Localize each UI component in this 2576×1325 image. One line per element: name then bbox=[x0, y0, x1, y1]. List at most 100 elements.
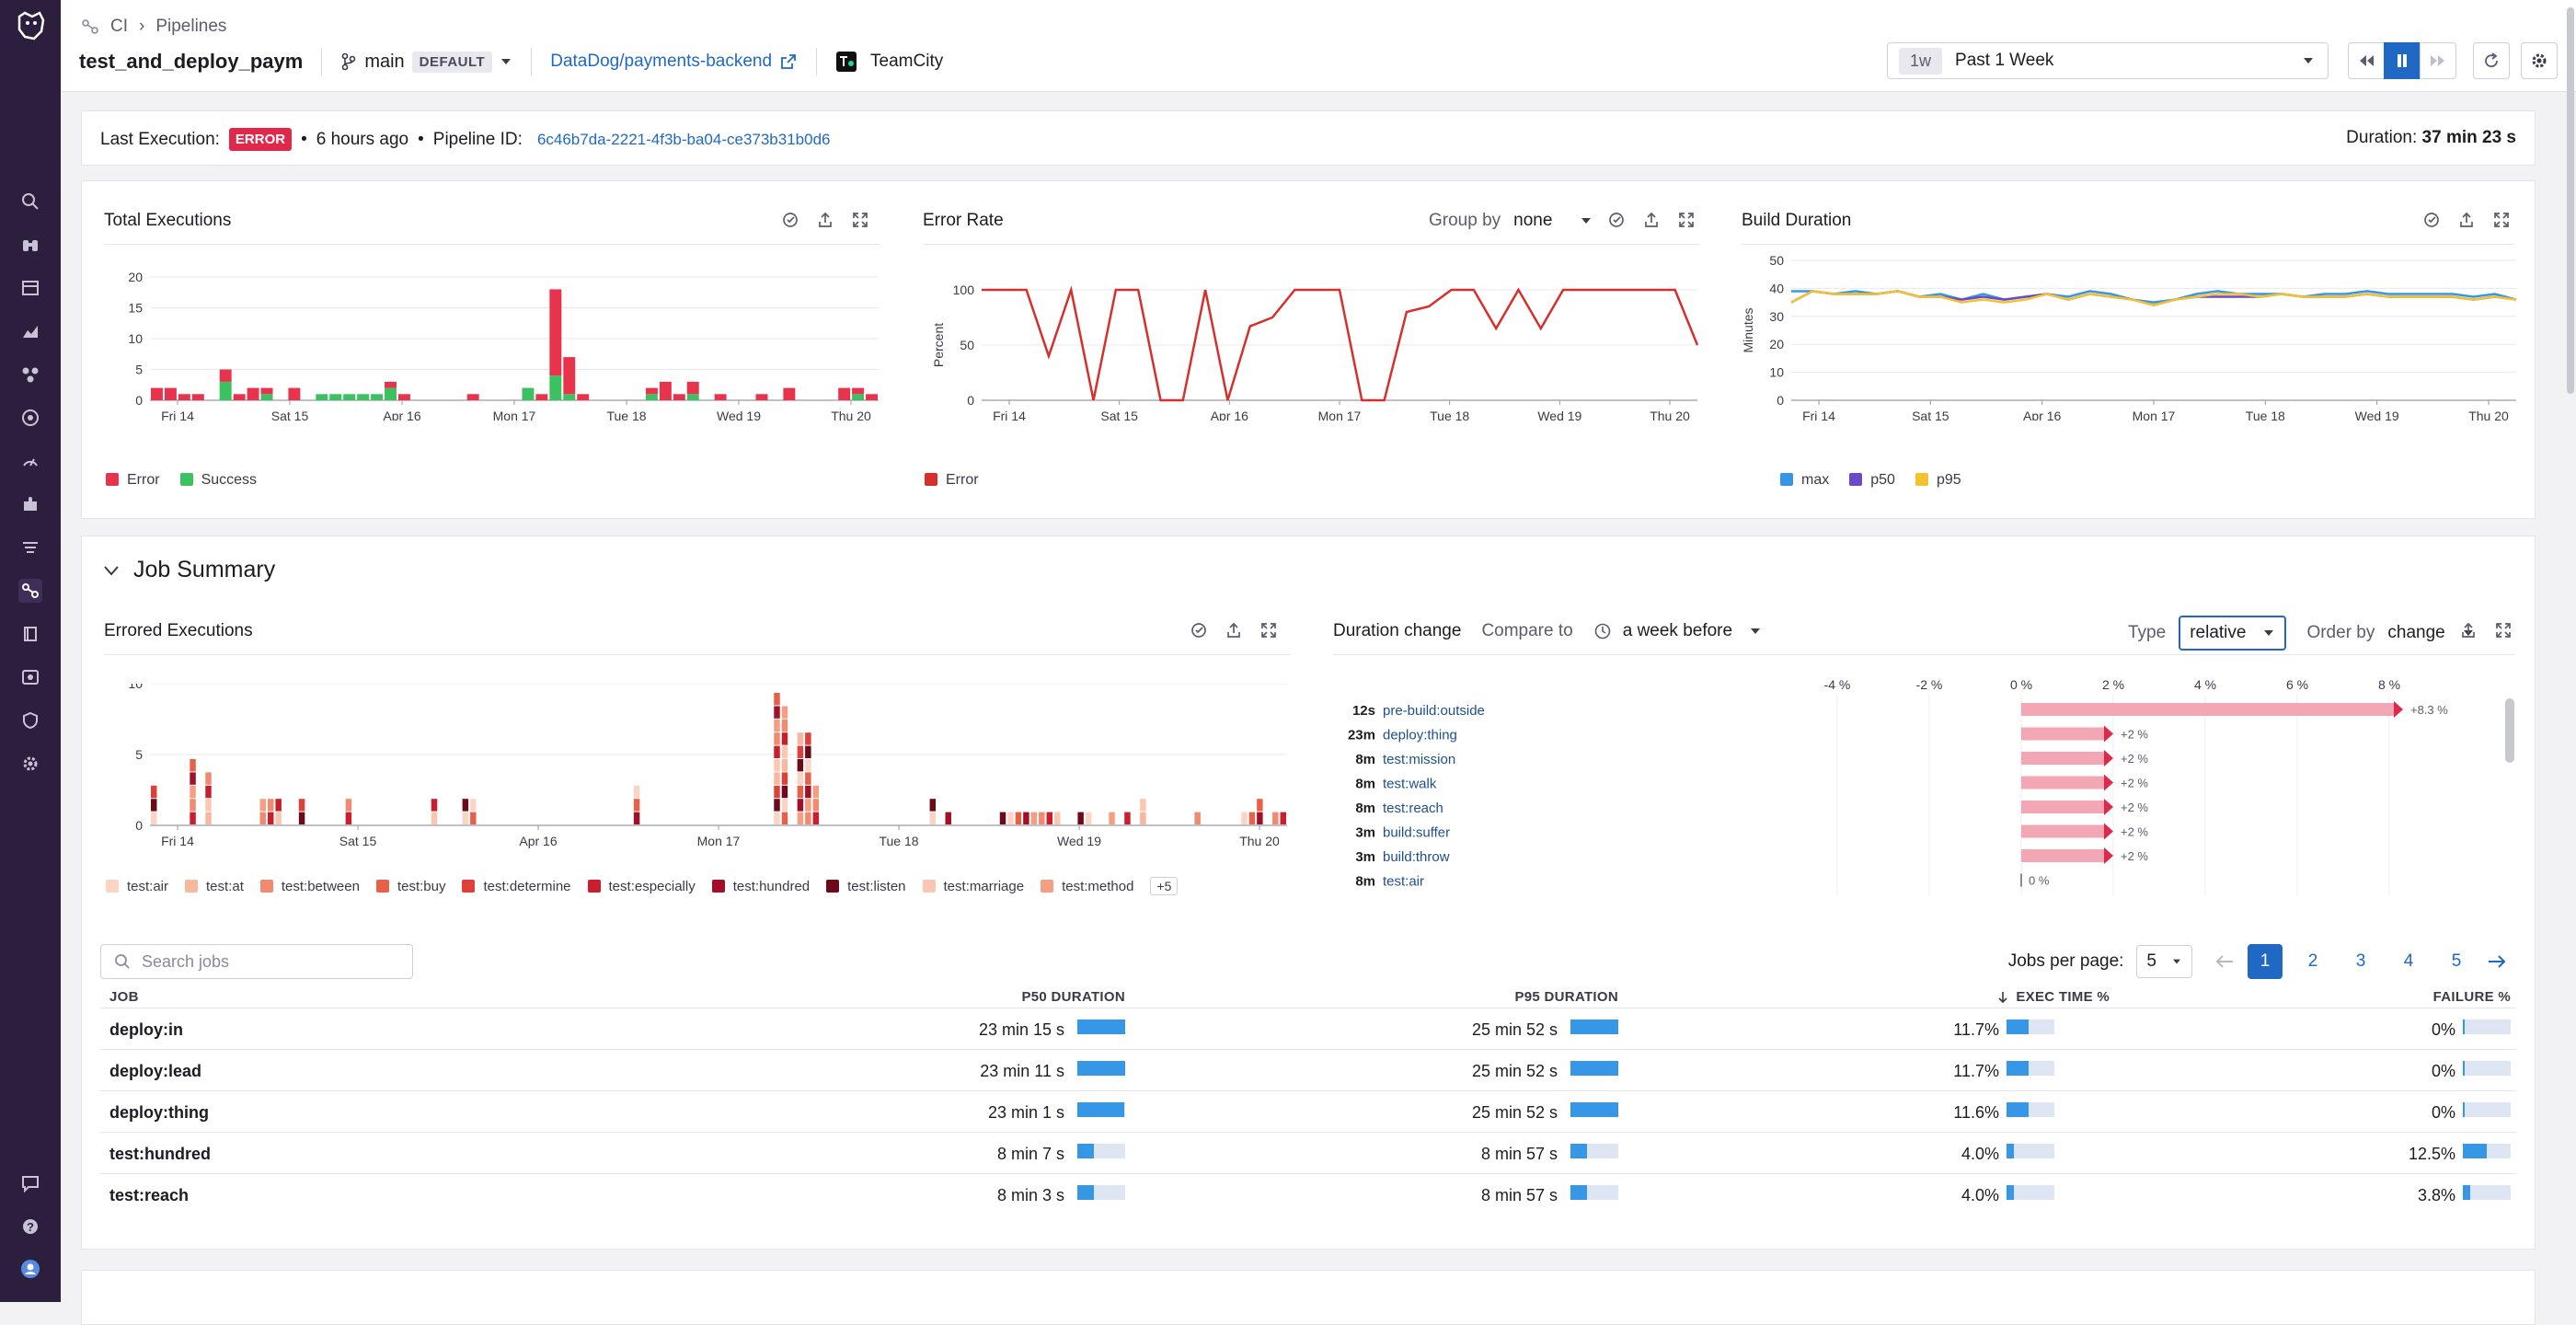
legend-more-button[interactable]: +5 bbox=[1150, 877, 1179, 895]
security-shield-icon[interactable] bbox=[18, 709, 42, 732]
repo-link[interactable]: DataDog/payments-backend bbox=[550, 52, 773, 71]
expand-icon[interactable] bbox=[2494, 621, 2513, 639]
external-link-icon[interactable] bbox=[779, 52, 798, 71]
gear-icon[interactable] bbox=[18, 752, 42, 776]
table-row[interactable]: deploy:thing 23 min 1 s 25 min 52 s 11.6% 0% bbox=[100, 1090, 2516, 1132]
table-row[interactable]: deploy:lead 23 min 11 s 25 min 52 s 11.7% 0% bbox=[100, 1049, 2516, 1090]
branch-selector[interactable]: main DEFAULT bbox=[340, 51, 512, 73]
group-by-control[interactable]: Group by none bbox=[1429, 211, 1593, 231]
export-icon[interactable] bbox=[1642, 211, 1661, 229]
settings-button[interactable] bbox=[2521, 42, 2558, 79]
legend-item[interactable]: test:marriage bbox=[922, 879, 1024, 894]
col-p95[interactable]: P95 DURATION bbox=[1514, 989, 1618, 1005]
dc-job-link[interactable]: build:suffer bbox=[1383, 825, 1450, 841]
compare-to-dropdown[interactable]: a week before bbox=[1593, 621, 1762, 641]
col-failure[interactable]: FAILURE % bbox=[2432, 989, 2511, 1005]
pipeline-id-link[interactable]: 6c46b7da-2221-4f3b-ba04-ce373b31b0d6 bbox=[536, 130, 831, 148]
col-p50[interactable]: P50 DURATION bbox=[1021, 989, 1125, 1005]
page-5-button[interactable]: 5 bbox=[2451, 951, 2462, 971]
help-icon[interactable]: ? bbox=[18, 1215, 42, 1239]
expand-icon[interactable] bbox=[1677, 211, 1696, 229]
error-bar-segment bbox=[275, 812, 282, 824]
export-icon[interactable] bbox=[1225, 621, 1243, 639]
dc-job-link[interactable]: deploy:thing bbox=[1383, 728, 1457, 743]
monitor-icon[interactable] bbox=[2422, 211, 2441, 229]
datadog-logo-icon[interactable] bbox=[12, 7, 49, 44]
export-icon[interactable] bbox=[2459, 621, 2478, 639]
page-2-button[interactable]: 2 bbox=[2307, 951, 2318, 971]
refresh-button[interactable] bbox=[2473, 42, 2510, 79]
legend-item[interactable]: test:at bbox=[185, 879, 244, 894]
exec-time-bar-fill bbox=[2007, 1185, 2014, 1200]
page-4-button[interactable]: 4 bbox=[2403, 951, 2414, 971]
jobs-per-page-select[interactable]: 5 bbox=[2136, 945, 2192, 978]
integrations-icon[interactable] bbox=[18, 363, 42, 386]
legend-item[interactable]: test:determine bbox=[462, 879, 571, 894]
job-summary-header[interactable]: Job Summary bbox=[102, 557, 275, 583]
dc-job-link[interactable]: build:throw bbox=[1383, 849, 1450, 865]
page-scrollbar[interactable] bbox=[2567, 7, 2574, 394]
time-range-picker[interactable]: 1w Past 1 Week bbox=[1887, 42, 2329, 79]
page-1-button[interactable]: 1 bbox=[2248, 944, 2283, 979]
ci-pipelines-icon[interactable] bbox=[18, 579, 42, 603]
legend-item[interactable]: test:especially bbox=[587, 879, 696, 894]
rewind-button[interactable] bbox=[2348, 42, 2385, 79]
monitor-icon[interactable] bbox=[1190, 621, 1208, 639]
arrow-right-icon[interactable] bbox=[2487, 953, 2507, 970]
search-icon[interactable] bbox=[18, 190, 42, 213]
legend-error[interactable]: Error bbox=[106, 472, 160, 489]
notebook-icon[interactable] bbox=[18, 622, 42, 646]
legend-p50[interactable]: p50 bbox=[1849, 472, 1895, 489]
legend-item[interactable]: test:hundred bbox=[711, 879, 810, 894]
monitors-icon[interactable] bbox=[18, 406, 42, 430]
dc-bar bbox=[2021, 824, 2104, 838]
legend-error[interactable]: Error bbox=[925, 472, 979, 489]
binoculars-icon[interactable] bbox=[18, 233, 42, 257]
legend-item[interactable]: test:buy bbox=[375, 879, 445, 894]
dc-job-link[interactable]: test:mission bbox=[1383, 752, 1455, 767]
table-row[interactable]: test:hundred 8 min 7 s 8 min 57 s 4.0% 12.5% bbox=[100, 1132, 2516, 1173]
col-exec-time[interactable]: EXEC TIME % bbox=[1997, 989, 2110, 1005]
chat-icon[interactable] bbox=[18, 1171, 42, 1195]
export-icon[interactable] bbox=[816, 211, 834, 229]
expand-icon[interactable] bbox=[1259, 621, 1278, 639]
table-row[interactable]: deploy:in 23 min 15 s 25 min 52 s 11.7% 0% bbox=[100, 1008, 2516, 1049]
dashboard-icon[interactable] bbox=[18, 276, 42, 300]
expand-icon[interactable] bbox=[2492, 211, 2511, 229]
user-avatar-icon[interactable] bbox=[18, 1257, 42, 1281]
expand-icon[interactable] bbox=[851, 211, 869, 229]
x-tick-label: Wed 19 bbox=[717, 409, 761, 421]
col-job[interactable]: JOB bbox=[109, 989, 139, 1005]
type-dropdown[interactable]: relative bbox=[2179, 616, 2287, 651]
legend-success[interactable]: Success bbox=[179, 472, 257, 489]
monitor-icon[interactable] bbox=[781, 211, 799, 229]
breadcrumb-pipelines[interactable]: Pipelines bbox=[155, 17, 227, 36]
breadcrumb-ci[interactable]: CI bbox=[110, 17, 128, 36]
dc-job-link[interactable]: pre-build:outside bbox=[1383, 703, 1485, 719]
legend-item[interactable]: test:air bbox=[106, 879, 168, 894]
metrics-icon[interactable] bbox=[18, 319, 42, 343]
legend-max[interactable]: max bbox=[1780, 472, 1829, 489]
export-icon[interactable] bbox=[2457, 211, 2476, 229]
synthetics-icon[interactable] bbox=[18, 665, 42, 689]
dc-job-link[interactable]: test:reach bbox=[1383, 801, 1443, 816]
pause-button[interactable] bbox=[2384, 42, 2421, 79]
fast-forward-button[interactable] bbox=[2420, 42, 2456, 79]
arrow-left-icon[interactable] bbox=[2214, 953, 2235, 970]
error-bar-segment bbox=[205, 799, 212, 812]
legend-item[interactable]: test:between bbox=[259, 879, 360, 894]
page-3-button[interactable]: 3 bbox=[2355, 951, 2366, 971]
legend-item[interactable]: test:listen bbox=[826, 879, 906, 894]
search-jobs-field[interactable]: Search jobs bbox=[100, 944, 413, 979]
dc-job-link[interactable]: test:walk bbox=[1383, 777, 1437, 792]
logs-icon[interactable] bbox=[18, 536, 42, 559]
dc-job-link[interactable]: test:air bbox=[1383, 874, 1424, 890]
duration-change-scrollbar[interactable] bbox=[2505, 698, 2514, 763]
apm-icon[interactable] bbox=[18, 449, 42, 473]
puzzle-icon[interactable] bbox=[18, 492, 42, 516]
legend-item[interactable]: test:method bbox=[1041, 879, 1133, 894]
monitor-icon[interactable] bbox=[1607, 211, 1626, 229]
legend-p95[interactable]: p95 bbox=[1915, 472, 1961, 489]
table-row[interactable]: test:reach 8 min 3 s 8 min 57 s 4.0% 3.8% bbox=[100, 1173, 2516, 1215]
error-bar-segment bbox=[190, 812, 196, 824]
